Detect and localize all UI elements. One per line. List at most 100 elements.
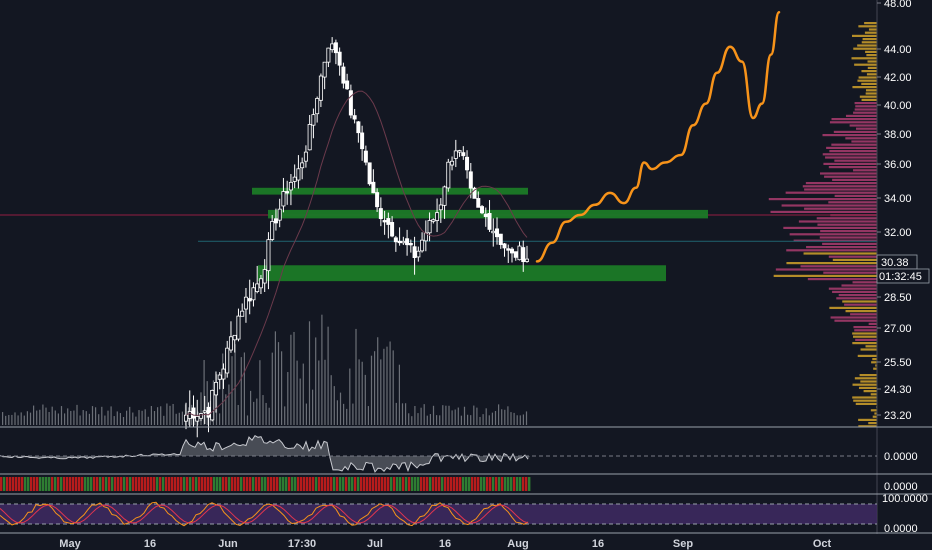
candle-body: [198, 413, 203, 419]
profile-bar: [768, 198, 877, 201]
candle-body: [378, 208, 383, 220]
stochastic-band: [0, 504, 877, 524]
candle-body: [472, 187, 477, 199]
signal-bar: [495, 477, 498, 491]
candle-body: [307, 124, 312, 151]
signal-bar: [207, 477, 210, 491]
profile-bar: [829, 306, 877, 309]
profile-bar: [866, 54, 877, 57]
profile-bar: [786, 262, 877, 265]
volume-bar: [157, 407, 159, 425]
candle-body: [371, 181, 376, 194]
volume-bar: [5, 415, 7, 425]
volume-bar: [277, 342, 280, 425]
signal-bar: [243, 477, 246, 491]
volume-bar: [401, 403, 404, 425]
signal-bar: [324, 477, 327, 491]
signal-bar: [6, 477, 9, 491]
signal-bar: [312, 477, 315, 491]
signal-bar: [504, 477, 507, 491]
signal-bar: [222, 477, 225, 491]
profile-bar: [828, 166, 877, 169]
profile-bar: [816, 217, 877, 220]
profile-bar: [871, 361, 877, 364]
candle-body: [416, 250, 421, 258]
profile-bar: [870, 393, 877, 396]
signal-bar: [258, 477, 261, 491]
signal-bar: [405, 477, 408, 491]
signal-bar: [183, 477, 186, 491]
signal-bar: [201, 477, 204, 491]
volume-bar: [439, 415, 441, 425]
signal-bar: [384, 477, 387, 491]
signal-bar: [210, 477, 213, 491]
candle-body: [247, 298, 252, 302]
profile-bar: [853, 326, 877, 329]
price-tick-label: 42.00: [884, 72, 912, 84]
signal-bar: [516, 477, 519, 491]
volume-bar: [491, 412, 493, 425]
profile-bar: [854, 329, 877, 332]
candle-body: [491, 230, 496, 234]
volume-bar: [175, 413, 177, 425]
profile-bar: [831, 143, 877, 146]
volume-bar: [70, 410, 72, 425]
volume-bar: [318, 360, 320, 425]
volume-bar: [349, 368, 351, 425]
candle-body: [300, 162, 305, 169]
price-tick-label: 34.00: [884, 193, 912, 205]
volume-bar: [451, 410, 453, 425]
volume-bar: [442, 405, 444, 425]
oscillator-pane: [0, 435, 530, 473]
moving-average-line: [185, 90, 528, 416]
signal-bar: [282, 477, 285, 491]
signal-bar: [318, 477, 321, 491]
signal-zero-label: 0.0000: [884, 481, 918, 493]
signal-bar: [18, 477, 21, 491]
profile-bar: [783, 226, 877, 229]
profile-bar: [875, 364, 877, 367]
signal-bar: [108, 477, 111, 491]
profile-bar: [822, 153, 877, 156]
volume-bar: [420, 407, 422, 425]
volume-bar: [181, 411, 183, 425]
signal-bar: [438, 477, 441, 491]
signal-bar: [501, 477, 504, 491]
volume-bar: [39, 409, 41, 425]
volume-bar: [519, 415, 521, 425]
signal-bar: [489, 477, 492, 491]
volume-bar: [429, 414, 431, 425]
candle-body: [521, 247, 526, 263]
volume-bar: [85, 411, 87, 425]
profile-bar: [856, 127, 877, 130]
price-axis[interactable]: 48.00 44.00 42.00 40.00 38.00 36.00 34.00 32.00…: [877, 0, 912, 422]
signal-bar: [429, 477, 432, 491]
volume-bar: [268, 407, 270, 425]
profile-bar: [828, 287, 877, 290]
candle-body: [502, 243, 507, 249]
volume-bar: [333, 386, 335, 425]
signal-bar: [288, 477, 291, 491]
time-axis[interactable]: May 16 Jun 17:30 Jul 16 Aug 16 Sep Oct: [59, 538, 831, 550]
volume-bar: [82, 410, 84, 425]
signal-bar: [252, 477, 255, 491]
signal-bar: [390, 477, 393, 491]
volume-bar: [281, 351, 283, 425]
signal-bar: [51, 477, 54, 491]
volume-bar: [265, 402, 267, 425]
signal-bar: [336, 477, 339, 491]
candle-body: [243, 296, 248, 310]
signal-bar: [246, 477, 249, 491]
profile-bar: [872, 415, 877, 418]
profile-bar: [850, 313, 877, 316]
volume-bar: [144, 409, 146, 425]
volume-bar: [200, 392, 202, 425]
profile-bar: [865, 345, 877, 348]
profile-bar: [857, 354, 877, 357]
candle-body: [345, 80, 350, 90]
candle-body: [311, 114, 316, 126]
profile-bar: [854, 63, 877, 66]
signal-bar: [30, 477, 33, 491]
signal-bar: [87, 477, 90, 491]
